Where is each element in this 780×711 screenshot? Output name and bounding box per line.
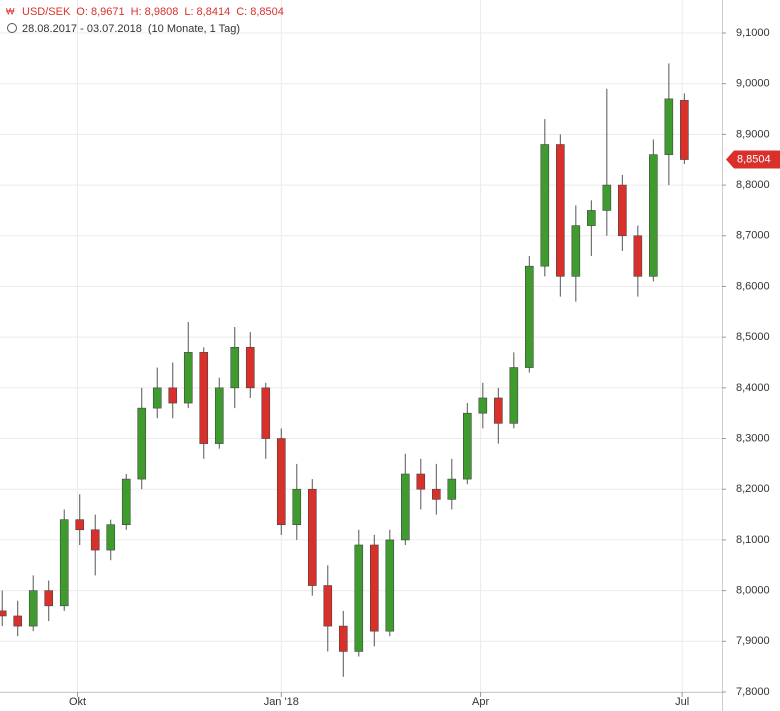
- candle-body: [369, 544, 379, 632]
- y-tick-label: 8,4000: [736, 382, 770, 394]
- candle-body: [168, 387, 178, 404]
- x-tick-label: Apr: [472, 696, 489, 708]
- candle-body: [13, 615, 23, 627]
- candle-body: [75, 519, 85, 531]
- candle-body: [416, 473, 426, 490]
- y-tick-label: 7,8000: [736, 686, 770, 698]
- last-price-label: 8,8504: [737, 153, 771, 165]
- candle-body: [261, 387, 271, 439]
- candle-body: [183, 352, 193, 404]
- candle-body: [618, 184, 627, 237]
- candle-body: [323, 585, 333, 627]
- candle-body: [307, 488, 317, 586]
- candle-body: [463, 412, 472, 480]
- candle-body: [292, 488, 302, 526]
- candle-body: [245, 346, 255, 389]
- close-value: C: 8,8504: [236, 6, 284, 18]
- y-tick-label: 8,1000: [736, 534, 770, 546]
- y-tick-label: 9,1000: [736, 27, 770, 39]
- date-range: 28.08.2017 - 03.07.2018: [22, 23, 142, 35]
- low-value: L: 8,8414: [184, 6, 230, 18]
- candle-body: [525, 265, 534, 368]
- candle-body: [509, 367, 519, 424]
- y-tick-label: 8,6000: [736, 280, 770, 292]
- candle-body: [338, 625, 348, 652]
- grid: [0, 0, 722, 693]
- y-tick-label: 8,2000: [736, 483, 770, 495]
- clock-icon: [7, 23, 17, 33]
- x-tick-label: Okt: [69, 696, 86, 708]
- last-price-tag: [726, 150, 780, 169]
- candle-body: [556, 144, 565, 277]
- candle-body: [121, 478, 131, 526]
- candle-body: [28, 590, 38, 627]
- candle-body: [571, 225, 581, 277]
- x-tick-label: Jul: [675, 696, 689, 708]
- y-tick-label: 8,0000: [736, 585, 770, 597]
- candle-body: [680, 100, 689, 160]
- x-tick-label: Jan '18: [264, 696, 299, 708]
- candle-body: [44, 590, 54, 607]
- y-tick-label: 8,8000: [736, 179, 770, 191]
- period: (10 Monate, 1 Tag): [148, 23, 240, 35]
- candle-body: [649, 154, 658, 277]
- candle-body: [664, 98, 674, 155]
- candle-body: [633, 235, 643, 277]
- y-tick-label: 8,3000: [736, 432, 770, 444]
- candle-body: [447, 478, 457, 500]
- candles: [0, 63, 689, 677]
- y-tick-label: 7,9000: [736, 635, 770, 647]
- candle-body: [199, 352, 209, 444]
- candle-body: [214, 387, 224, 444]
- candle-body: [230, 346, 240, 389]
- candle-body: [432, 488, 441, 500]
- open-value: O: 8,9671: [76, 6, 124, 18]
- candle-body: [106, 524, 116, 551]
- candle-body: [354, 544, 364, 652]
- candle-body: [137, 407, 147, 480]
- y-tick-label: 8,5000: [736, 331, 770, 343]
- candle-body: [152, 387, 162, 409]
- candle-body: [59, 519, 69, 607]
- symbol: USD/SEK: [22, 6, 71, 18]
- candle-body: [276, 438, 286, 526]
- candle-body: [0, 610, 7, 617]
- high-value: H: 8,9808: [131, 6, 179, 18]
- symbol-icon: ₩: [6, 6, 15, 16]
- y-tick-label: 8,9000: [736, 128, 770, 140]
- y-tick-label: 9,0000: [736, 78, 770, 90]
- y-tick-label: 8,7000: [736, 230, 770, 242]
- candle-body: [602, 184, 612, 211]
- candle-body: [587, 210, 596, 226]
- header: ₩ USD/SEK O: 8,9671 H: 8,9808 L: 8,8414 …: [6, 6, 284, 35]
- candle-body: [400, 473, 410, 541]
- candle-body: [385, 539, 395, 632]
- candle-body: [540, 144, 550, 267]
- candle-body: [90, 529, 100, 551]
- candle-body: [494, 397, 503, 424]
- candle-body: [478, 397, 488, 414]
